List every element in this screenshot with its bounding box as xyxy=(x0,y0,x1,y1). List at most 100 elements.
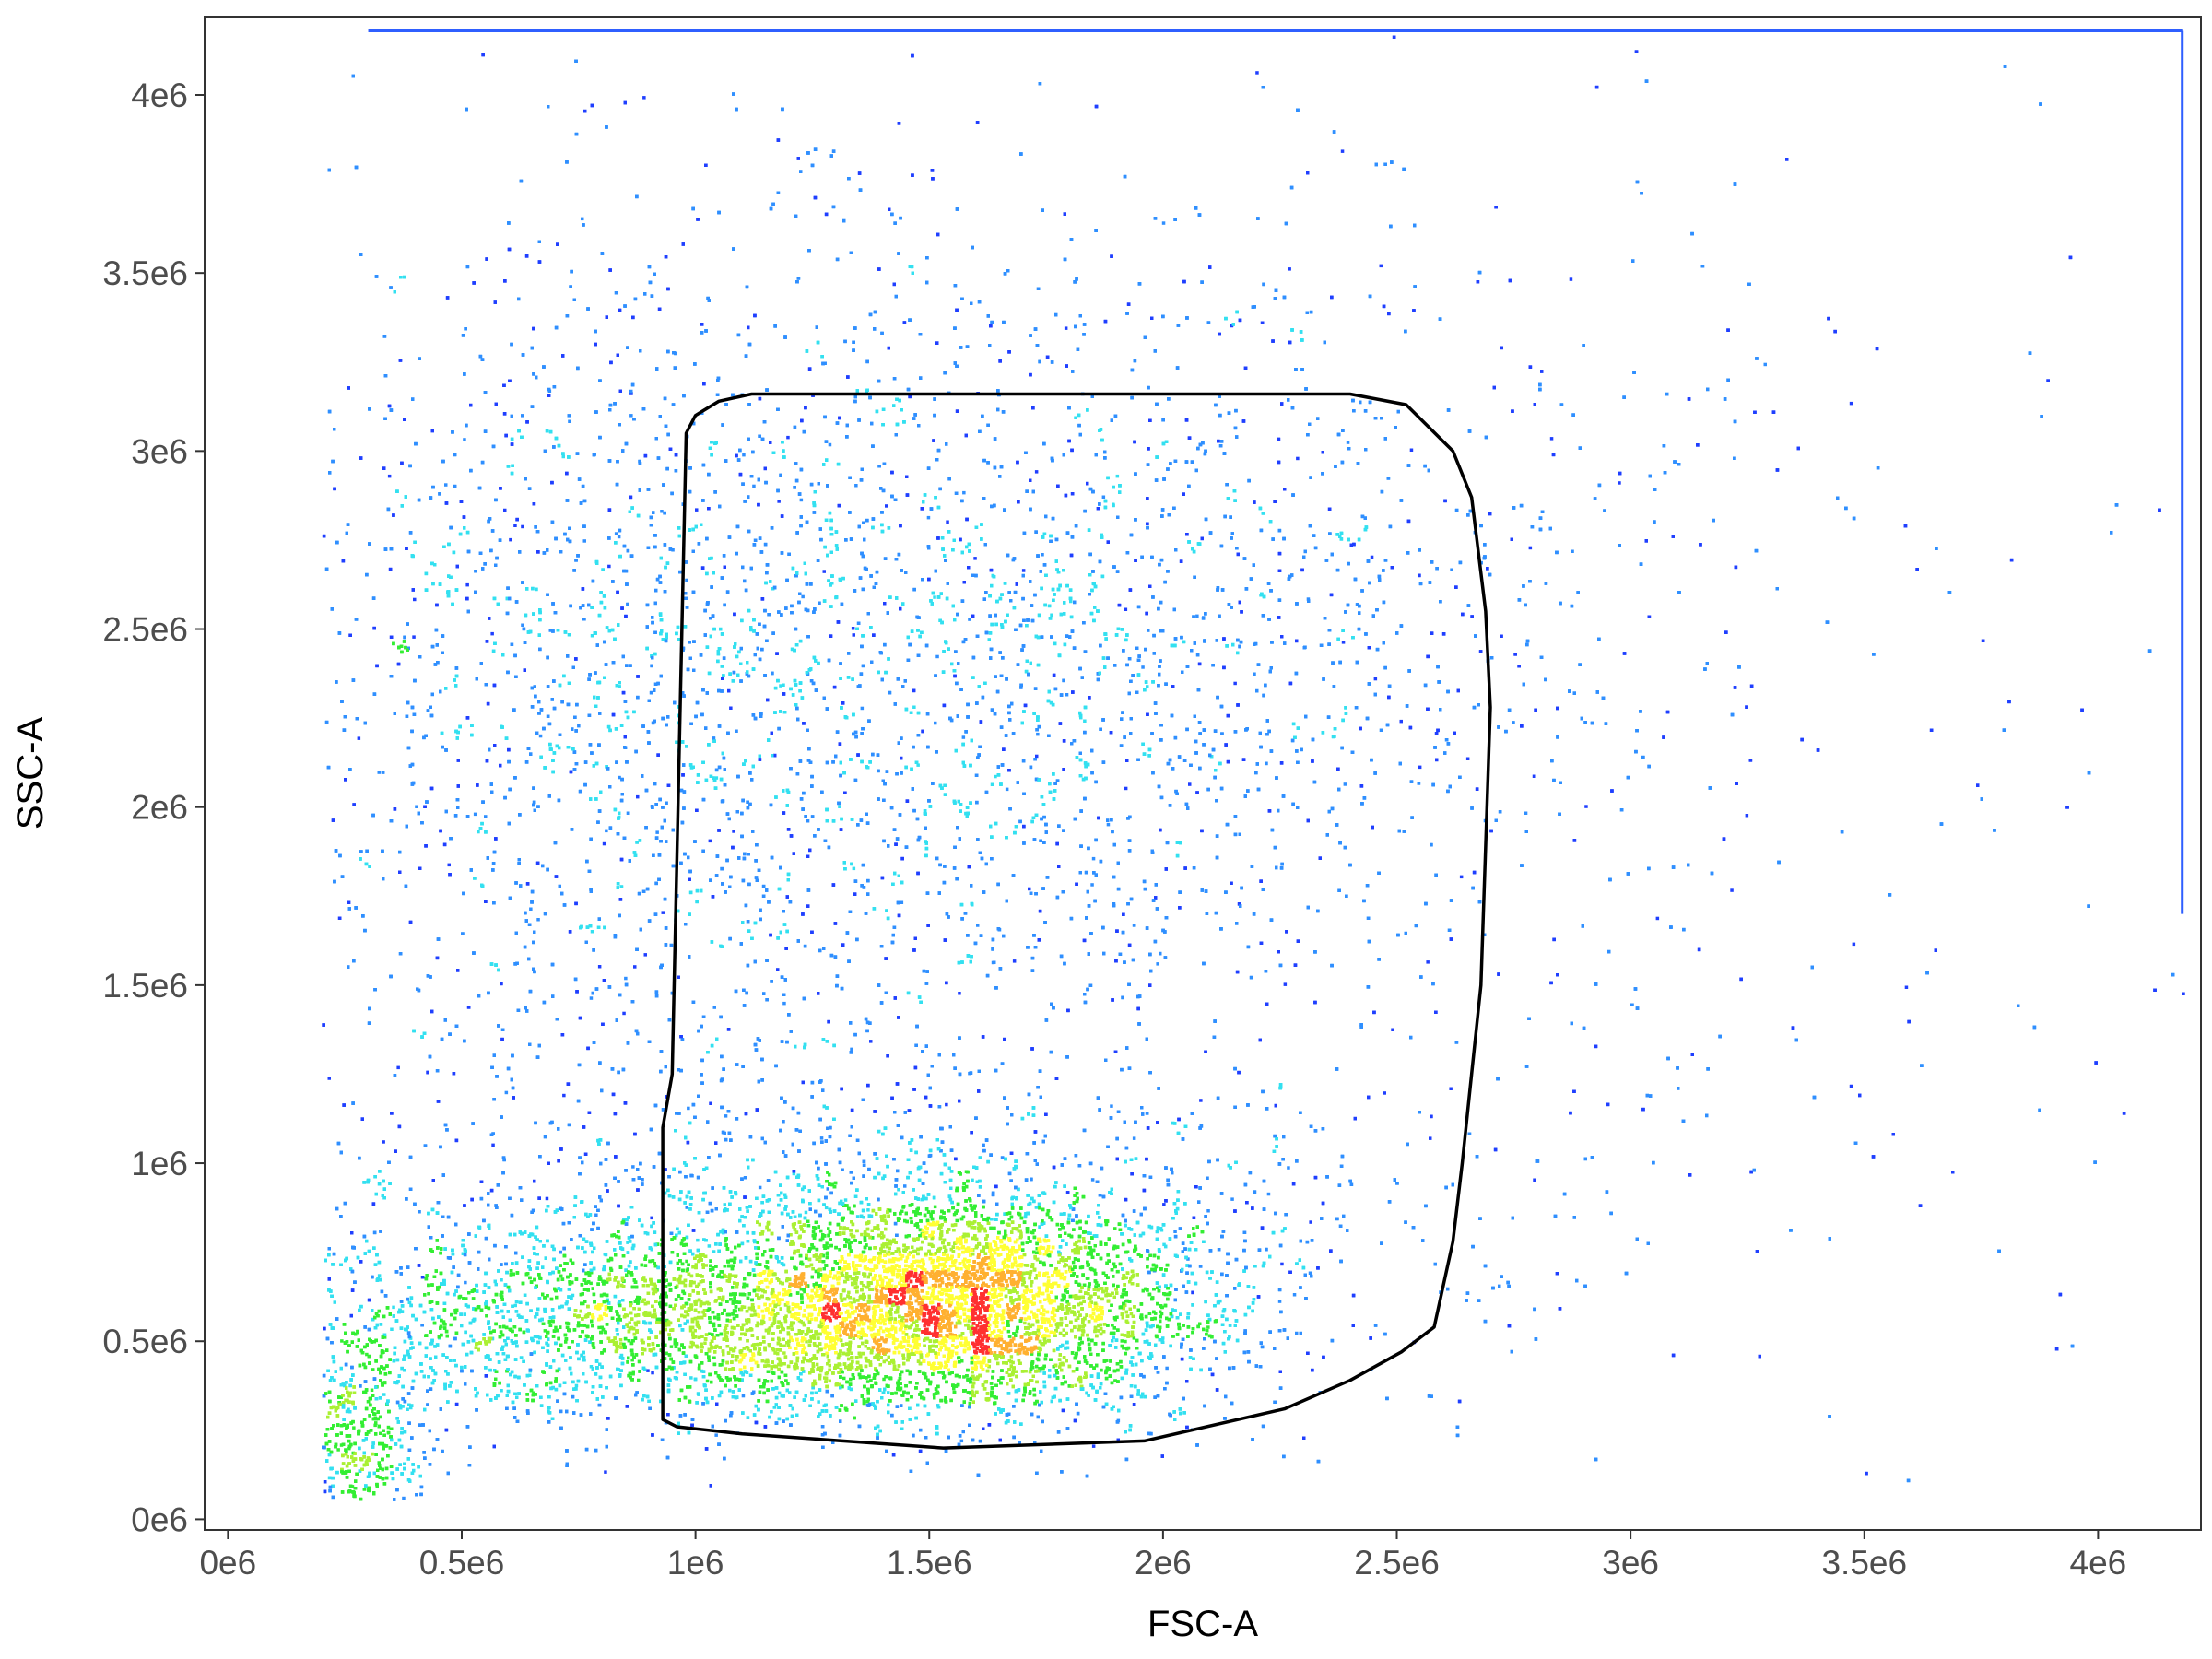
event-point xyxy=(1091,1444,1096,1448)
event-point xyxy=(1373,677,1378,681)
event-point xyxy=(370,1388,374,1392)
event-point xyxy=(1110,1104,1113,1108)
event-point xyxy=(449,1323,453,1327)
event-point xyxy=(1005,787,1009,792)
event-point xyxy=(926,1312,931,1315)
event-point xyxy=(885,504,888,508)
event-point xyxy=(903,1184,907,1188)
event-point xyxy=(817,1400,820,1404)
event-point xyxy=(464,1280,467,1285)
event-point xyxy=(562,1093,566,1098)
event-point xyxy=(1343,782,1347,786)
event-point xyxy=(425,1274,429,1277)
event-point xyxy=(1618,481,1621,485)
event-point xyxy=(937,1286,942,1289)
event-point xyxy=(801,594,805,599)
event-point xyxy=(840,1370,843,1373)
event-point xyxy=(1129,1312,1134,1316)
event-point xyxy=(1382,1091,1386,1095)
event-point xyxy=(936,1404,940,1407)
event-point xyxy=(685,1259,688,1264)
event-point xyxy=(851,627,855,630)
event-point xyxy=(1091,856,1096,861)
event-point xyxy=(1156,962,1159,966)
event-point xyxy=(538,734,543,738)
event-point xyxy=(1132,1336,1136,1340)
event-point xyxy=(1569,277,1573,281)
event-point xyxy=(955,1209,959,1213)
event-point xyxy=(797,1319,802,1323)
event-point xyxy=(854,484,858,488)
event-point xyxy=(855,1306,859,1310)
event-point xyxy=(1124,607,1128,611)
event-point xyxy=(339,1443,344,1447)
event-point xyxy=(1186,1257,1190,1261)
event-point xyxy=(1255,71,1259,75)
event-point xyxy=(957,1246,961,1251)
event-point xyxy=(782,1001,786,1006)
event-point xyxy=(441,1215,445,1218)
event-point xyxy=(1230,1197,1234,1201)
event-point xyxy=(464,1382,467,1386)
event-point xyxy=(622,1011,626,1016)
event-point xyxy=(340,1339,344,1343)
event-point xyxy=(661,911,665,914)
event-point xyxy=(696,1238,700,1242)
event-point xyxy=(974,1211,978,1215)
event-point xyxy=(534,1315,537,1319)
event-point xyxy=(955,1218,959,1223)
event-point xyxy=(967,865,971,869)
event-point xyxy=(991,1276,994,1279)
event-point xyxy=(851,1211,854,1215)
event-point xyxy=(902,1279,906,1284)
event-point xyxy=(828,442,832,447)
event-point xyxy=(757,1273,760,1277)
event-point xyxy=(504,1090,509,1095)
event-point xyxy=(520,1315,524,1319)
event-point xyxy=(494,1282,498,1287)
event-point xyxy=(1032,1315,1036,1319)
event-point xyxy=(773,1351,777,1355)
event-point xyxy=(954,1295,959,1300)
event-point xyxy=(805,1339,808,1344)
event-point xyxy=(714,1433,718,1437)
event-point xyxy=(1141,665,1145,669)
event-point xyxy=(849,1171,853,1174)
event-point xyxy=(784,1314,788,1318)
event-point xyxy=(581,217,584,221)
event-point xyxy=(1115,474,1120,478)
event-point xyxy=(973,557,977,560)
event-point xyxy=(703,1341,707,1345)
event-point xyxy=(1058,1365,1062,1369)
event-point xyxy=(1046,1276,1051,1279)
event-point xyxy=(1195,614,1199,618)
event-point xyxy=(825,1351,829,1355)
event-point xyxy=(643,953,647,957)
event-point xyxy=(785,1278,789,1283)
event-point xyxy=(934,721,937,725)
event-point xyxy=(1449,1087,1453,1090)
event-point xyxy=(597,1325,601,1330)
event-point xyxy=(1106,1253,1110,1257)
event-point xyxy=(813,1344,817,1347)
event-point xyxy=(382,1335,387,1339)
event-point xyxy=(695,508,699,512)
event-point xyxy=(382,1140,385,1144)
event-point xyxy=(1071,1260,1076,1265)
event-point xyxy=(473,812,477,817)
event-point xyxy=(689,1376,693,1380)
event-point xyxy=(1296,456,1300,461)
event-point xyxy=(490,790,494,794)
event-point xyxy=(853,1321,857,1324)
event-point xyxy=(336,1448,340,1452)
event-point xyxy=(961,1430,965,1434)
event-point xyxy=(865,1380,870,1383)
event-point xyxy=(1096,507,1100,511)
event-point xyxy=(732,830,735,833)
event-point xyxy=(490,631,494,636)
event-point xyxy=(882,1377,886,1382)
event-point xyxy=(733,1346,737,1349)
event-point xyxy=(935,654,939,659)
event-point xyxy=(664,1065,667,1069)
